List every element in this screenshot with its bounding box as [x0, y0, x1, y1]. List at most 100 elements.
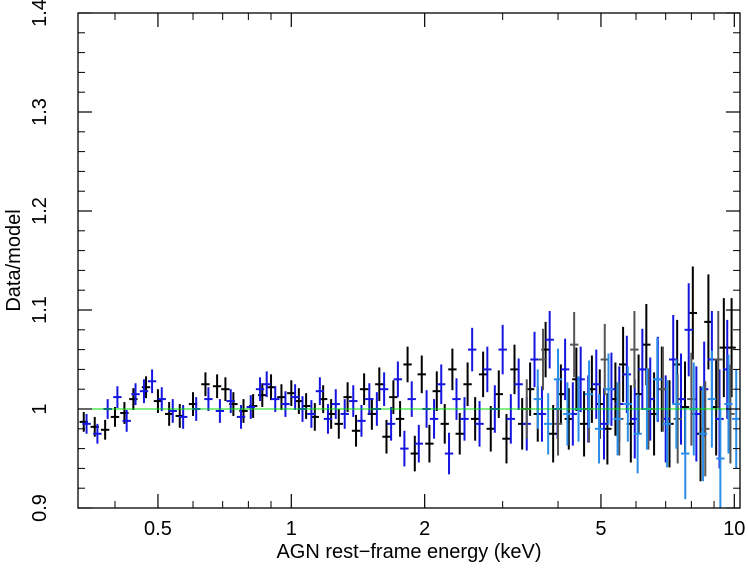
data-point-black-45 — [478, 351, 488, 398]
data-point-blue-12 — [204, 387, 213, 411]
x-axis-label: AGN rest−frame energy (keV) — [276, 541, 541, 563]
series-black — [79, 266, 736, 482]
data-point-black-46 — [486, 406, 495, 452]
data-point-blue-49 — [506, 394, 516, 444]
data-point-lightblue-10 — [633, 394, 642, 474]
data-point-black-11 — [201, 372, 210, 397]
data-point-lightblue-18 — [707, 350, 717, 448]
data-point-black-31 — [375, 367, 384, 402]
data-point-blue-16 — [246, 395, 255, 419]
data-point-blue-13 — [215, 399, 225, 423]
y-tick-label-3: 1.2 — [29, 197, 51, 225]
data-point-black-58 — [579, 391, 589, 457]
data-point-black-33 — [389, 380, 398, 414]
data-point-lightblue-20 — [724, 354, 733, 454]
data-point-blue-4 — [122, 409, 131, 432]
data-point-black-20 — [287, 380, 296, 407]
x-tick-label-0: 0.5 — [144, 518, 172, 540]
data-point-black-56 — [564, 388, 573, 450]
x-tick-label-1: 1 — [286, 518, 297, 540]
data-point-gray-9 — [658, 346, 668, 432]
data-point-blue-30 — [365, 383, 374, 415]
data-point-black-54 — [548, 405, 558, 463]
data-point-lightblue-17 — [698, 386, 708, 482]
data-point-lightblue-14 — [672, 359, 681, 449]
data-point-black-28 — [351, 414, 361, 447]
data-point-black-47 — [494, 370, 503, 418]
data-point-black-37 — [417, 355, 426, 394]
data-point-black-36 — [410, 435, 419, 472]
data-point-blue-19 — [271, 386, 280, 412]
data-point-blue-66 — [638, 328, 647, 410]
data-point-blue-56 — [560, 338, 570, 401]
data-point-blue-17 — [255, 377, 265, 402]
data-point-blue-18 — [262, 371, 271, 398]
data-point-black-40 — [440, 404, 449, 444]
data-point-blue-9 — [168, 399, 177, 423]
data-point-black-43 — [463, 362, 472, 407]
data-point-blue-61 — [599, 388, 609, 460]
data-point-blue-46 — [483, 346, 492, 393]
data-point-blue-60 — [592, 349, 601, 419]
data-point-black-39 — [432, 371, 441, 411]
data-point-black-38 — [425, 424, 434, 463]
y-tick-label-2: 1.1 — [29, 296, 51, 324]
data-point-black-42 — [455, 412, 464, 455]
data-point-black-26 — [334, 409, 343, 439]
data-point-gray-10 — [673, 374, 682, 464]
data-point-black-72 — [688, 266, 698, 360]
y-tick-label-4: 1.3 — [29, 98, 51, 126]
data-point-blue-36 — [407, 381, 416, 417]
data-point-black-77 — [727, 298, 736, 398]
data-point-blue-5 — [131, 383, 140, 406]
data-point-black-34 — [395, 401, 405, 437]
data-point-black-48 — [502, 413, 511, 464]
data-point-black-49 — [510, 344, 519, 395]
data-point-blue-64 — [622, 335, 632, 413]
data-point-blue-53 — [537, 386, 547, 442]
data-point-lightblue-12 — [653, 337, 662, 421]
data-point-blue-52 — [530, 331, 539, 388]
data-point-blue-3 — [113, 386, 122, 409]
data-point-gray-7 — [630, 310, 639, 389]
data-point-blue-29 — [357, 405, 366, 437]
data-point-lightblue-15 — [681, 408, 690, 500]
data-point-black-41 — [448, 348, 457, 391]
data-point-lightblue-9 — [623, 366, 633, 442]
data-point-blue-6 — [139, 379, 149, 404]
data-point-black-27 — [343, 382, 352, 412]
data-point-lightblue-13 — [662, 380, 672, 468]
data-point-lightblue-8 — [613, 382, 622, 456]
y-tick-label-1: 1 — [29, 403, 51, 414]
data-point-lightblue-0 — [533, 369, 542, 429]
data-point-blue-32 — [379, 372, 389, 407]
data-point-blue-26 — [331, 389, 340, 419]
data-point-gray-1 — [538, 328, 548, 391]
data-point-blue-37 — [414, 424, 423, 463]
data-point-blue-50 — [514, 358, 523, 410]
data-point-blue-35 — [400, 430, 409, 467]
data-point-blue-72 — [684, 283, 693, 377]
data-point-black-12 — [212, 374, 222, 399]
data-point-blue-21 — [290, 384, 300, 410]
data-point-black-3 — [110, 407, 120, 427]
data-point-lightblue-1 — [543, 393, 553, 455]
data-point-lightblue-19 — [716, 409, 725, 508]
plot-frame — [77, 12, 741, 509]
x-tick-label-2: 2 — [419, 518, 430, 540]
data-point-blue-44 — [467, 327, 477, 372]
data-point-blue-74 — [699, 341, 709, 437]
data-point-lightblue-2 — [553, 348, 563, 410]
y-axis-label: Data/model — [3, 209, 25, 311]
data-point-blue-28 — [349, 385, 358, 417]
data-point-blue-7 — [147, 369, 157, 394]
data-point-lightblue-5 — [584, 360, 594, 428]
data-point-lightblue-3 — [563, 382, 572, 446]
data-point-blue-45 — [475, 401, 484, 447]
data-point-black-13 — [221, 377, 230, 402]
data-point-blue-41 — [444, 432, 454, 475]
data-point-lightblue-21 — [732, 369, 741, 469]
data-point-blue-1 — [93, 423, 102, 444]
data-point-black-18 — [266, 374, 276, 401]
